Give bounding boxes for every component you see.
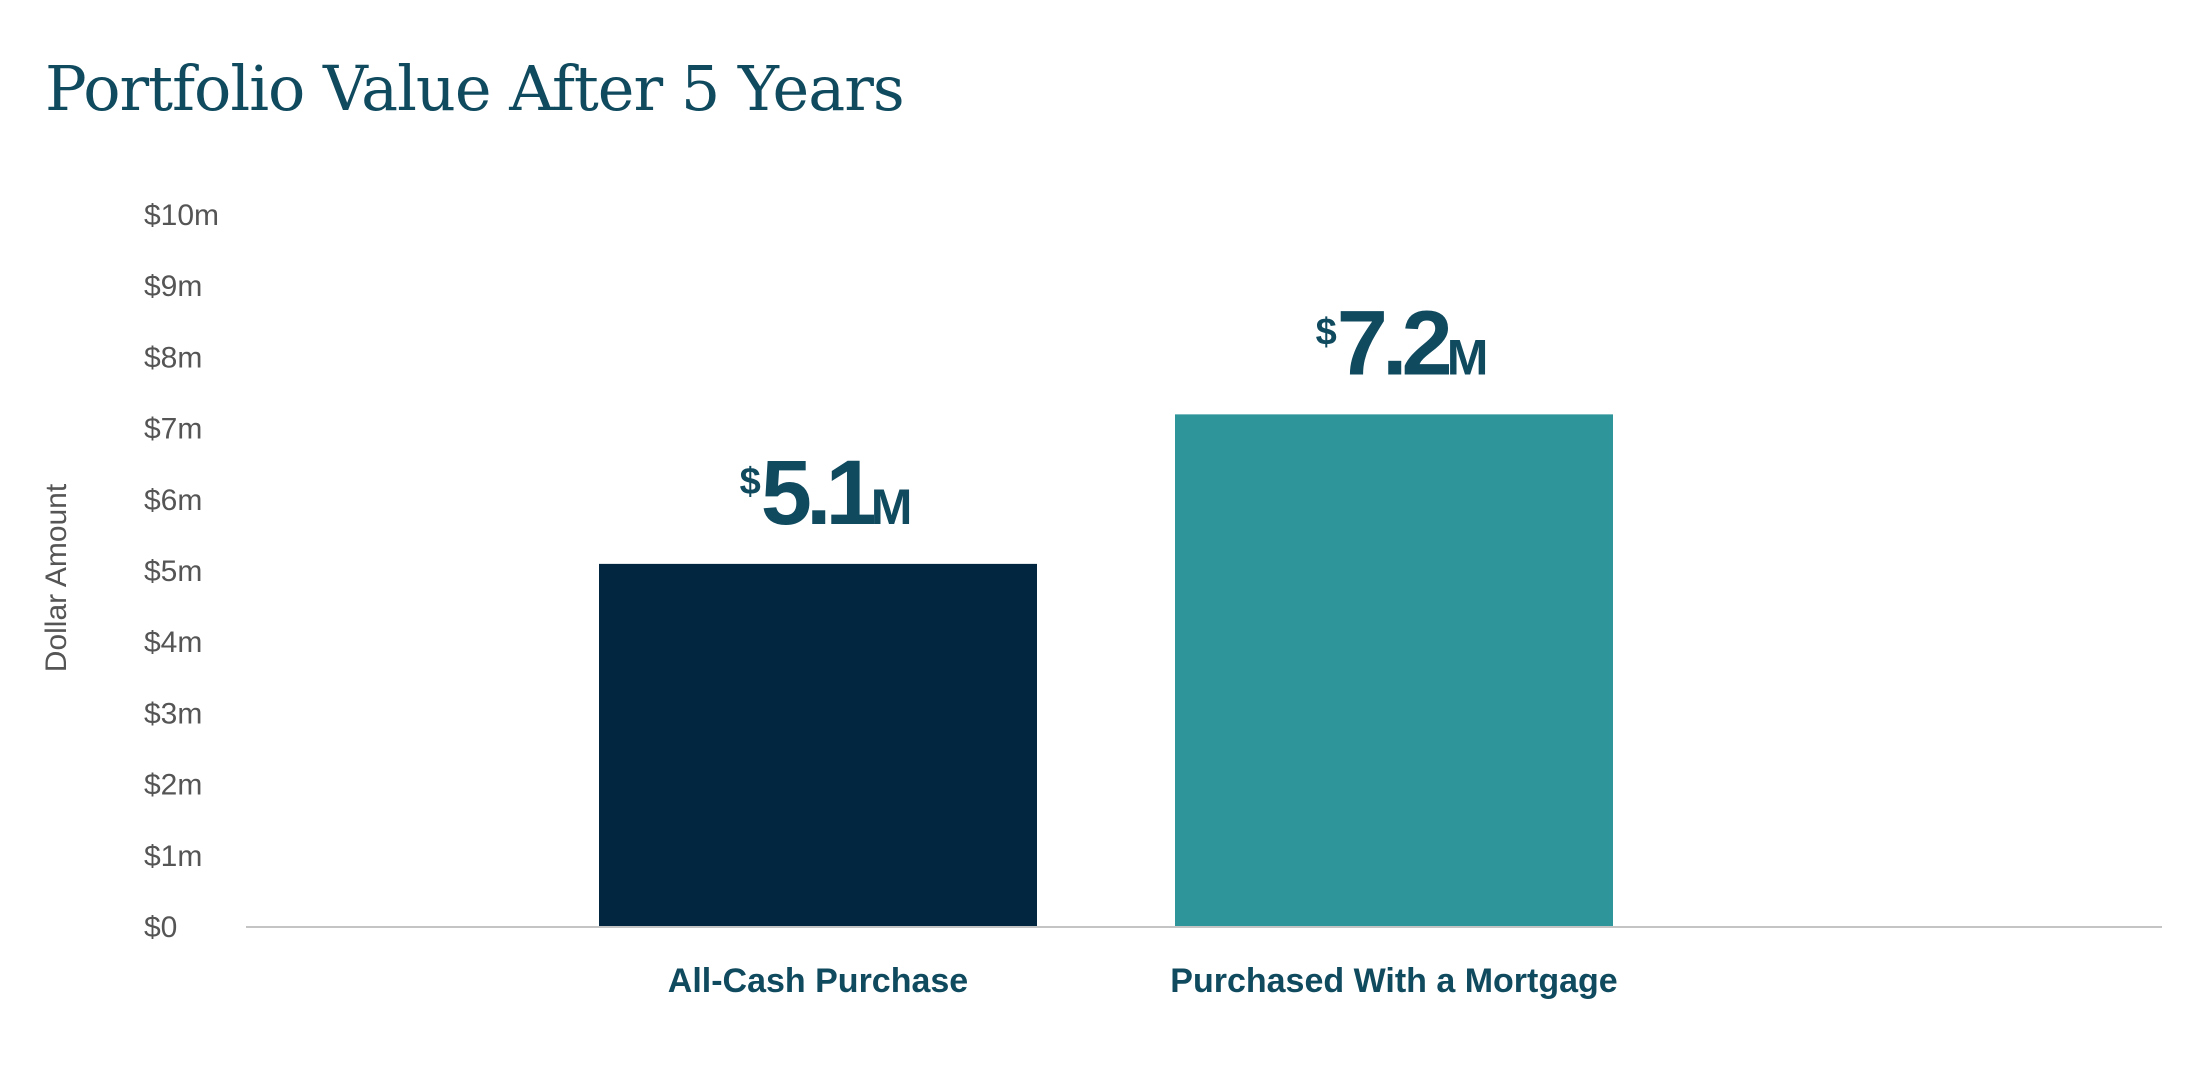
chart-title: Portfolio Value After 5 Years: [45, 52, 905, 125]
bar-data-label: $7.2M: [1316, 292, 1489, 394]
x-axis-category-labels: All-Cash Purchase Purchased With a Mortga…: [668, 962, 1618, 1000]
y-tick-label: $3m: [144, 697, 202, 730]
bar: [599, 563, 1037, 927]
bars: [599, 414, 1613, 927]
y-tick-label: $6m: [144, 484, 202, 517]
x-category-label: Purchased With a Mortgage: [1170, 962, 1617, 1000]
data-label-currency: $: [740, 461, 761, 503]
y-axis-ticks: $0 $1m $2m $3m $4m $5m $6m $7m $8m $9m $10m: [144, 199, 219, 944]
bar-data-label: $5.1M: [740, 442, 913, 544]
data-label-currency: $: [1316, 311, 1337, 353]
y-tick-label: $10m: [144, 199, 219, 232]
data-label-unit: M: [871, 479, 913, 535]
y-tick-label: $7m: [144, 413, 202, 446]
x-category-label: All-Cash Purchase: [668, 962, 968, 1000]
y-tick-label: $5m: [144, 555, 202, 588]
data-labels: $5.1M$7.2M: [740, 292, 1489, 544]
y-tick-label: $2m: [144, 769, 202, 802]
y-tick-label: $1m: [144, 840, 202, 873]
data-label-unit: M: [1447, 329, 1489, 385]
y-tick-label: $4m: [144, 626, 202, 659]
y-tick-label: $8m: [144, 341, 202, 374]
y-tick-label: $0: [144, 911, 177, 944]
data-label-value: 5.1: [761, 442, 875, 544]
bar: [1175, 414, 1613, 927]
y-tick-label: $9m: [144, 270, 202, 303]
data-label-value: 7.2: [1337, 292, 1450, 394]
